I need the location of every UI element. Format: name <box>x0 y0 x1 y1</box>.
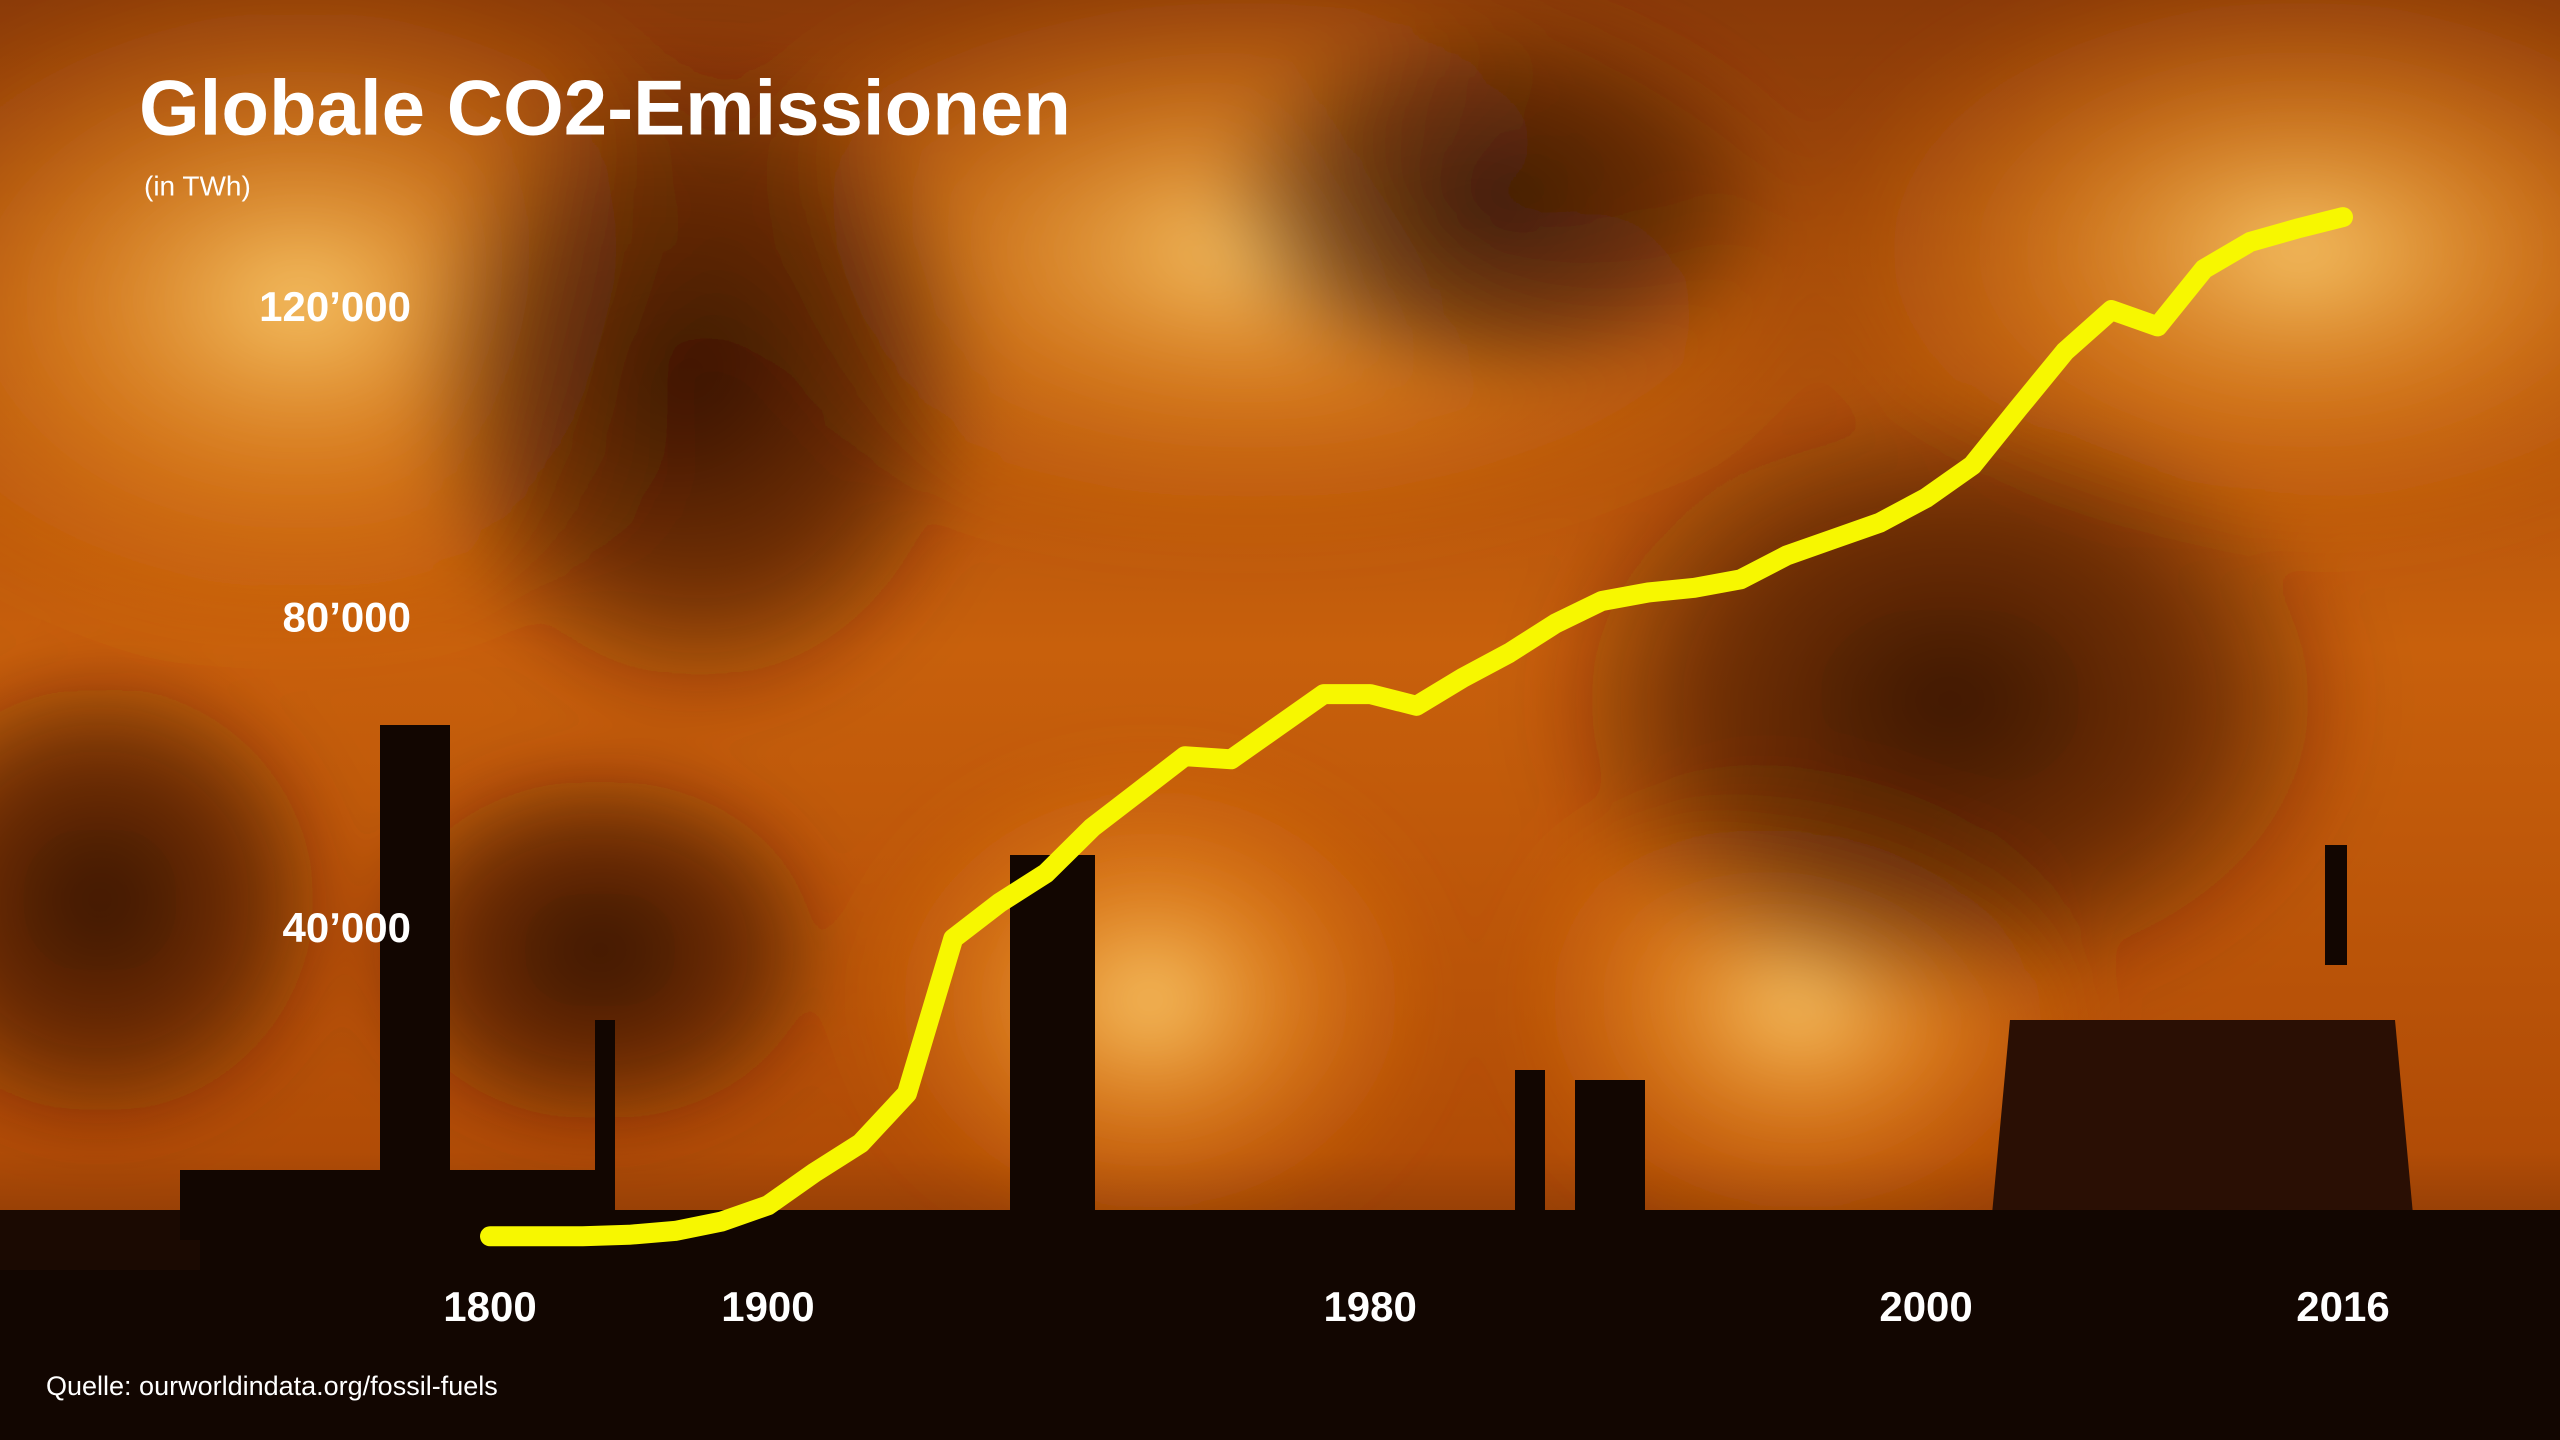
data-line <box>480 207 2353 1247</box>
industry-silhouette <box>0 725 2560 1440</box>
x-tick-label: 2016 <box>2296 1283 2389 1330</box>
chart-subtitle: (in TWh) <box>144 170 251 201</box>
x-tick-label: 1980 <box>1323 1283 1416 1330</box>
y-tick-label: 40’000 <box>283 904 411 951</box>
chart-title: Globale CO2-Emissionen <box>139 64 1071 152</box>
x-tick-label: 1800 <box>443 1283 536 1330</box>
source-note: Quelle: ourworldindata.org/fossil-fuels <box>46 1371 498 1401</box>
smoke-clouds <box>0 0 2560 1250</box>
y-tick-label: 120’000 <box>259 283 411 330</box>
x-tick-label: 2000 <box>1879 1283 1972 1330</box>
y-tick-label: 80’000 <box>283 594 411 641</box>
x-tick-label: 1900 <box>721 1283 814 1330</box>
